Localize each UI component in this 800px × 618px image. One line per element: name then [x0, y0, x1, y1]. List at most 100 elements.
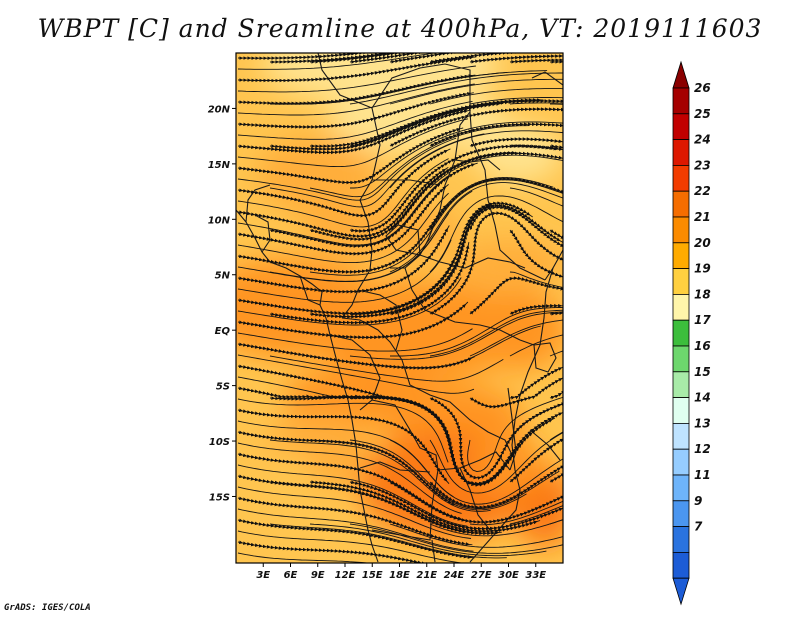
- streamline: [549, 229, 563, 239]
- colorbar-segment: [672, 139, 690, 166]
- grads-credit: GrADS: IGES/COLA: [4, 603, 91, 613]
- colorbar-segment: [672, 371, 690, 398]
- longitude-axis: 3E 6E 9E 12E 15E 18E 21E 24E 27E 30E 33E: [256, 563, 546, 581]
- chart-title: WBPT [C] and Sreamline at 400hPa, VT: 20…: [37, 14, 763, 43]
- streamline: [469, 179, 563, 194]
- streamline: [429, 519, 563, 537]
- colorbar-label: 13: [694, 416, 711, 430]
- colorbar-segment: [672, 552, 690, 579]
- colorbar-segment: [672, 500, 690, 527]
- congo-core: [399, 323, 436, 360]
- lat-tick-label: 15S: [209, 492, 230, 503]
- streamline: [349, 311, 563, 360]
- lake-victoria: [533, 342, 557, 373]
- lat-tick-label: 5S: [216, 382, 230, 393]
- lon-tick-label: 15E: [362, 570, 383, 581]
- streamline: [509, 187, 563, 207]
- streamline: [349, 523, 563, 554]
- streamline: [469, 137, 563, 148]
- colorbar-label: 23: [694, 158, 711, 172]
- colorbar-segment: [672, 448, 690, 476]
- sahara-north: [399, 79, 436, 116]
- colorbar-label: 18: [694, 287, 711, 301]
- colorbar-segment: [672, 293, 690, 321]
- lon-tick-label: 33E: [525, 570, 546, 581]
- streamline: [429, 122, 563, 147]
- colorbar-segment: [672, 87, 690, 115]
- streamline: [549, 431, 563, 441]
- lon-tick-label: 9E: [311, 570, 325, 581]
- lat-tick-label: 20N: [208, 104, 231, 115]
- colorbar-label: 25: [694, 107, 711, 121]
- streamline: [469, 319, 563, 357]
- colorbar-label: 24: [694, 133, 711, 147]
- lat-tick-label: EQ: [215, 326, 231, 337]
- streamline: [237, 552, 372, 563]
- streamline: [237, 301, 469, 340]
- colorbar-segment: [672, 345, 690, 373]
- colorbar-label: 21: [694, 210, 711, 224]
- colorbar-segment: [672, 190, 690, 218]
- lon-tick-label: 24E: [444, 570, 465, 581]
- streamline: [389, 78, 563, 105]
- lon-tick-label: 18E: [389, 570, 410, 581]
- colorbar-label: 14: [694, 391, 711, 405]
- colorbar-segment: [672, 422, 690, 450]
- streamline: [469, 500, 563, 526]
- streamline: [469, 54, 563, 64]
- lat-tick-label: 10N: [208, 215, 231, 226]
- streamline: [549, 390, 563, 400]
- streamline: [349, 72, 563, 105]
- wbpt-blob: [448, 238, 563, 289]
- colorbar-label: 12: [694, 442, 711, 456]
- lon-tick-label: 3E: [256, 570, 270, 581]
- latitude-axis: 20N 15N 10N 5N EQ 5S 10S 15S: [208, 104, 236, 503]
- colorbar-label: 19: [694, 262, 711, 276]
- colorbar-segment: [672, 268, 690, 295]
- streamline: [509, 438, 563, 483]
- streamline: [509, 334, 563, 357]
- streamline: [509, 366, 563, 400]
- colorbar: 26 25 24 23 22 21 20 19 18 17 16 15 14 13 12 11 9 7: [672, 60, 711, 606]
- map-area[interactable]: [201, 24, 575, 567]
- colorbar-segment: [672, 474, 690, 502]
- lon-tick-label: 21E: [416, 570, 437, 581]
- streamline: [309, 523, 547, 557]
- streamline: [269, 355, 504, 382]
- streamline: [549, 473, 563, 483]
- colorbar-segment: [672, 113, 690, 141]
- streamline: [269, 523, 507, 559]
- colorbar-label: 7: [694, 520, 703, 534]
- colorbar-segment: [672, 319, 690, 347]
- streamline: [389, 523, 563, 548]
- streamline: [237, 540, 442, 563]
- streamline: [549, 144, 563, 149]
- colorbar-label: 26: [694, 81, 711, 95]
- sudan-east: [490, 145, 527, 182]
- lat-tick-label: 5N: [215, 271, 231, 282]
- colorbar-bottom-arrow: [672, 577, 690, 606]
- colorbar-segment: [672, 216, 690, 244]
- lon-tick-label: 12E: [335, 570, 356, 581]
- colorbar-label: 11: [694, 468, 711, 482]
- lon-tick-label: 6E: [284, 570, 298, 581]
- colorbar-segment: [672, 526, 690, 553]
- streamlines: [237, 53, 563, 563]
- streamline: [429, 176, 563, 231]
- colorbar-label: 20: [694, 236, 711, 250]
- streamline: [509, 403, 563, 441]
- wbpt-blob: [467, 290, 563, 371]
- streamline: [509, 304, 563, 316]
- lon-tick-label: 30E: [498, 570, 519, 581]
- lon-tick-label: 27E: [471, 570, 492, 581]
- streamline: [469, 97, 563, 105]
- lat-tick-label: 10S: [209, 437, 230, 448]
- colorbar-label: 16: [694, 339, 711, 353]
- colorbar-label: 15: [694, 365, 711, 379]
- lat-tick-label: 15N: [208, 160, 231, 171]
- colorbar-label: 9: [694, 494, 702, 508]
- streamline: [429, 154, 563, 189]
- colorbar-segment: [672, 397, 690, 424]
- colorbar-segment: [672, 242, 690, 270]
